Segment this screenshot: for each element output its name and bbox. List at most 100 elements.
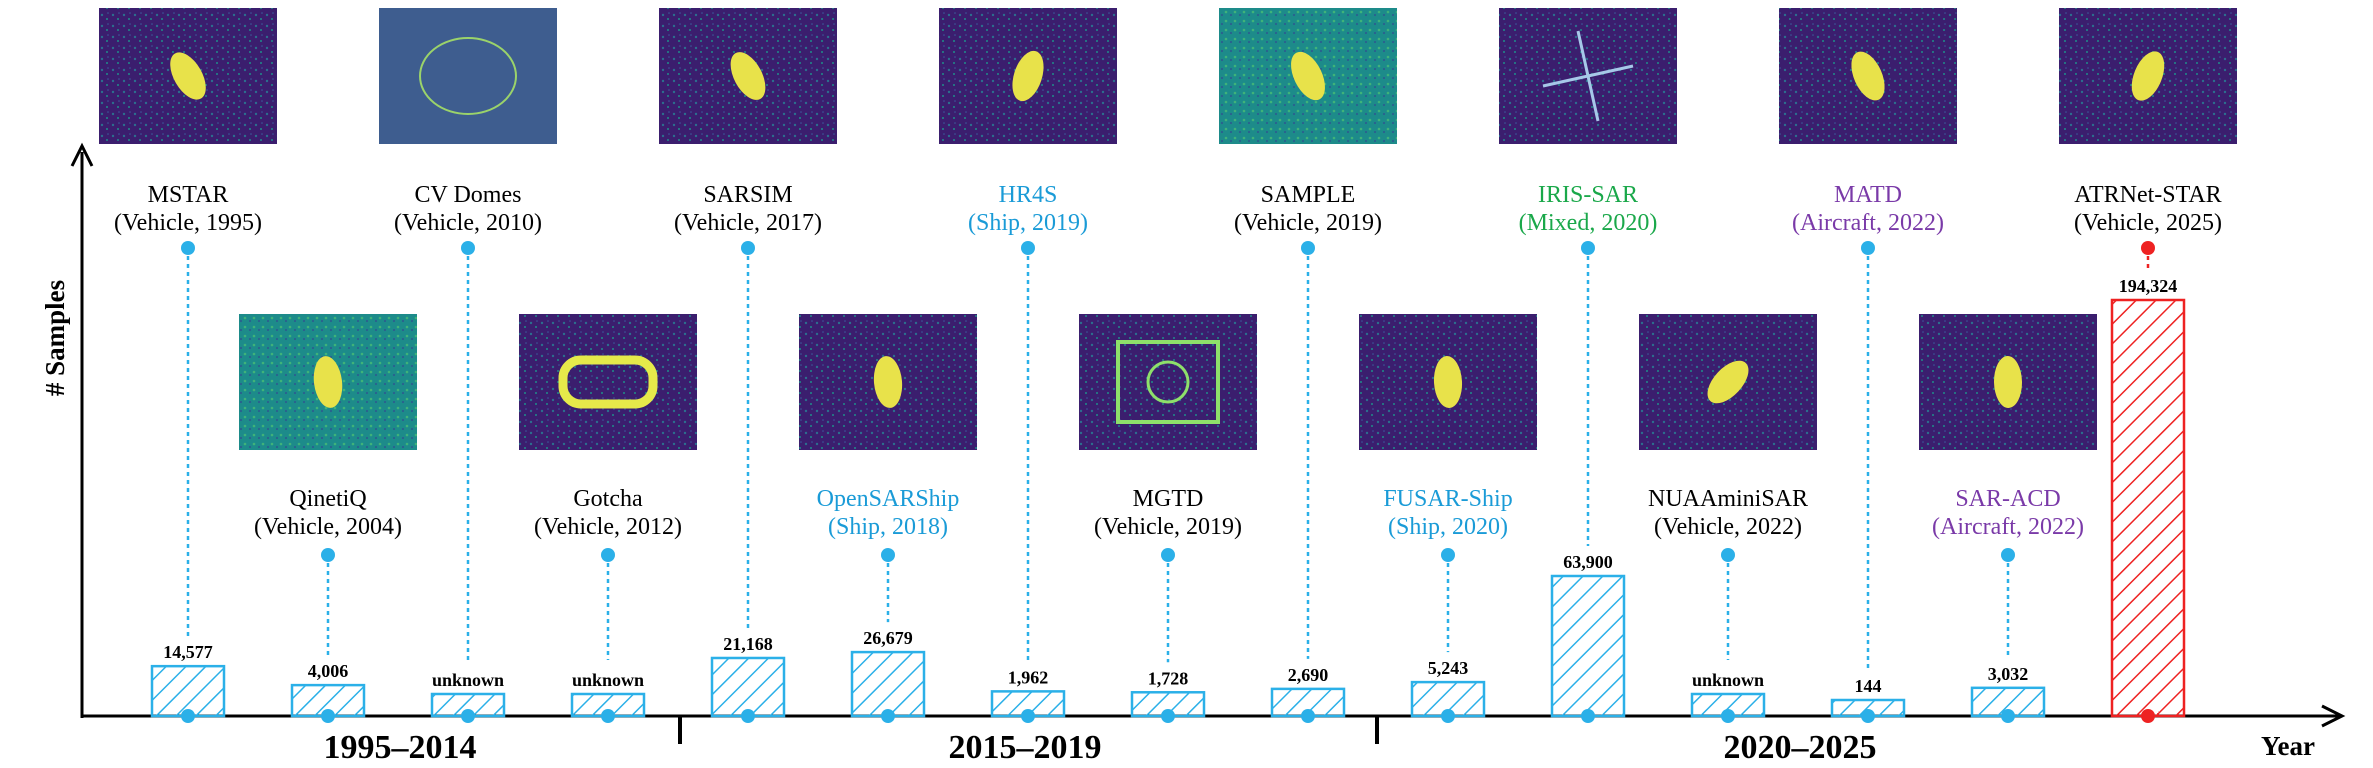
axis-dot-sarsim — [741, 709, 755, 723]
value-label-fusar-ship: 5,243 — [1428, 658, 1469, 678]
target-glyph-opensarship — [873, 356, 903, 408]
target-glyph-sarsim — [730, 52, 766, 100]
axis-dot-cv-domes — [461, 709, 475, 723]
value-label-qinetiq: 4,006 — [308, 661, 349, 681]
value-label-gotcha: unknown — [572, 670, 644, 690]
dataset-name-fusar-ship: FUSAR-Ship — [1383, 486, 1512, 512]
axis-dot-fusar-ship — [1441, 709, 1455, 723]
target-glyph-fusar-ship — [1433, 356, 1463, 408]
dataset-name-sar-acd: SAR-ACD — [1955, 486, 2060, 512]
label-dot-hr4s — [1021, 241, 1035, 255]
x-axis-label: Year — [2261, 731, 2315, 761]
dataset-category-mgtd: (Vehicle, 2019) — [1094, 514, 1242, 540]
bar-mstar — [150, 664, 226, 718]
dataset-category-cv-domes: (Vehicle, 2010) — [394, 210, 542, 236]
value-label-mgtd: 1,728 — [1148, 668, 1189, 688]
thumbnail-cv-domes — [379, 8, 557, 144]
dataset-category-gotcha: (Vehicle, 2012) — [534, 514, 682, 540]
axis-dot-gotcha — [601, 709, 615, 723]
label-dot-matd — [1861, 241, 1875, 255]
thumbnail-sar-acd — [1919, 314, 2097, 450]
dataset-category-iris-sar: (Mixed, 2020) — [1519, 210, 1658, 236]
period-label-1: 1995–2014 — [324, 729, 477, 766]
thumbnail-atrnet-star — [2059, 8, 2237, 144]
target-glyph-mgtd — [1116, 340, 1220, 424]
dataset-category-sample: (Vehicle, 2019) — [1234, 210, 1382, 236]
thumbnail-sample — [1219, 8, 1397, 144]
dataset-name-sample: SAMPLE — [1261, 182, 1356, 208]
value-label-cv-domes: unknown — [432, 670, 504, 690]
target-glyph-sar-acd — [1993, 356, 2023, 408]
dataset-category-sarsim: (Vehicle, 2017) — [674, 210, 822, 236]
thumbnail-nuaaminisar — [1639, 314, 1817, 450]
thumbnail-gotcha — [519, 314, 697, 450]
thumbnail-sarsim — [659, 8, 837, 144]
label-dot-sarsim — [741, 241, 755, 255]
label-dot-qinetiq — [321, 548, 335, 562]
value-label-iris-sar: 63,900 — [1563, 552, 1613, 572]
axis-dot-iris-sar — [1581, 709, 1595, 723]
dataset-category-hr4s: (Ship, 2019) — [968, 210, 1088, 236]
target-glyph-qinetiq — [313, 356, 343, 408]
dataset-name-matd: MATD — [1834, 182, 1902, 208]
bar-opensarship — [850, 650, 926, 718]
target-glyph-2-iris-sar — [1576, 30, 1600, 122]
label-dot-cv-domes — [461, 241, 475, 255]
value-label-hr4s: 1,962 — [1008, 667, 1049, 687]
axis-dot-nuaaminisar — [1721, 709, 1735, 723]
dataset-name-mstar: MSTAR — [148, 182, 229, 208]
dataset-category-opensarship: (Ship, 2018) — [828, 514, 948, 540]
period-label-3: 2020–2025 — [1724, 729, 1877, 766]
thumbnail-matd — [1779, 8, 1957, 144]
target-glyph-inner-mgtd — [1146, 360, 1190, 404]
value-label-sarsim: 21,168 — [723, 634, 773, 654]
label-dot-nuaaminisar — [1721, 548, 1735, 562]
value-label-atrnet-star: 194,324 — [2119, 276, 2178, 296]
target-glyph-nuaaminisar — [1707, 360, 1749, 404]
axis-dot-opensarship — [881, 709, 895, 723]
thumbnail-mgtd — [1079, 314, 1257, 450]
y-axis-label: # Samples — [40, 280, 70, 396]
dataset-category-fusar-ship: (Ship, 2020) — [1388, 514, 1508, 540]
dataset-category-nuaaminisar: (Vehicle, 2022) — [1654, 514, 1802, 540]
axis-dot-mstar — [181, 709, 195, 723]
thumbnail-mstar — [99, 8, 277, 144]
axis-dot-mgtd — [1161, 709, 1175, 723]
label-dot-iris-sar — [1581, 241, 1595, 255]
target-glyph-mstar — [170, 52, 206, 100]
dataset-name-atrnet-star: ATRNet-STAR — [2074, 182, 2221, 208]
value-label-nuaaminisar: unknown — [1692, 670, 1764, 690]
target-glyph-cv-domes — [419, 37, 517, 115]
dataset-name-opensarship: OpenSARShip — [817, 486, 960, 512]
value-label-opensarship: 26,679 — [863, 628, 913, 648]
label-dot-fusar-ship — [1441, 548, 1455, 562]
dataset-category-qinetiq: (Vehicle, 2004) — [254, 514, 402, 540]
dataset-name-sarsim: SARSIM — [703, 182, 792, 208]
y-axis-arrow — [70, 142, 94, 167]
label-dot-opensarship — [881, 548, 895, 562]
thumbnail-bg-mgtd — [1079, 314, 1257, 450]
dataset-name-iris-sar: IRIS-SAR — [1538, 182, 1638, 208]
thumbnail-qinetiq — [239, 314, 417, 450]
axis-dot-qinetiq — [321, 709, 335, 723]
bar-atrnet-star — [2110, 298, 2186, 718]
axis-dot-matd — [1861, 709, 1875, 723]
axis-dot-sample — [1301, 709, 1315, 723]
value-label-sar-acd: 3,032 — [1988, 664, 2029, 684]
thumbnail-opensarship — [799, 314, 977, 450]
label-dot-sar-acd — [2001, 548, 2015, 562]
dataset-name-mgtd: MGTD — [1133, 486, 1204, 512]
label-dot-gotcha — [601, 548, 615, 562]
target-glyph-hr4s — [1012, 50, 1044, 102]
value-label-sample: 2,690 — [1288, 665, 1329, 685]
dataset-category-atrnet-star: (Vehicle, 2025) — [2074, 210, 2222, 236]
dataset-category-sar-acd: (Aircraft, 2022) — [1932, 514, 2084, 540]
dataset-name-gotcha: Gotcha — [573, 486, 643, 512]
bar-sarsim — [710, 656, 786, 718]
axis-dot-sar-acd — [2001, 709, 2015, 723]
bar-iris-sar — [1550, 574, 1626, 718]
period-label-2: 2015–2019 — [949, 729, 1102, 766]
label-dot-atrnet-star — [2141, 241, 2155, 255]
target-glyph-sample — [1291, 51, 1325, 101]
